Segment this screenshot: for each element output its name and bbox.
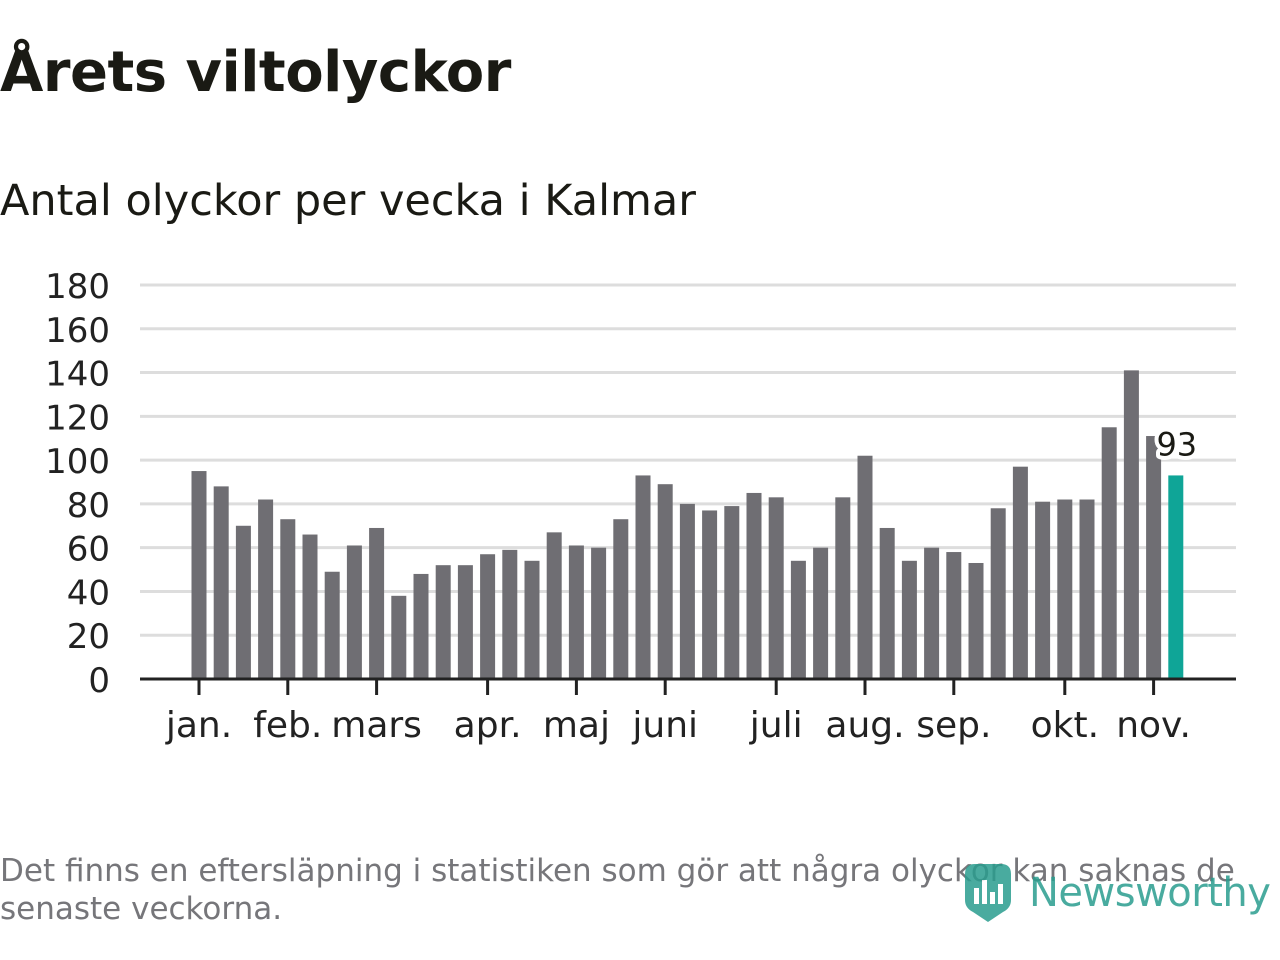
- y-tick-label: 40: [67, 573, 110, 613]
- bar: [568, 545, 584, 679]
- x-tick-label: sep.: [916, 705, 991, 746]
- bar: [968, 562, 984, 679]
- y-tick-label: 80: [67, 486, 110, 526]
- y-tick-label: 140: [45, 355, 110, 395]
- bars: [191, 370, 1184, 679]
- y-tick-label: 120: [45, 398, 110, 438]
- bar: [946, 552, 962, 679]
- bar: [768, 497, 784, 679]
- y-tick-label: 60: [67, 530, 110, 570]
- newsworthy-logo: Newsworthy: [963, 862, 1271, 924]
- bar: [1035, 501, 1051, 679]
- y-tick-label: 20: [67, 617, 110, 657]
- x-tick-label: nov.: [1116, 705, 1191, 746]
- x-tick-label: juni: [631, 705, 698, 746]
- x-tick-label: okt.: [1031, 705, 1099, 746]
- bar: [724, 506, 740, 679]
- bar: [258, 499, 274, 679]
- newsworthy-logo-icon: [965, 864, 1011, 922]
- bar: [1101, 427, 1117, 679]
- y-tick-label: 100: [45, 442, 110, 482]
- y-tick-label: 0: [88, 661, 110, 701]
- bar: [213, 486, 229, 679]
- bar: [524, 560, 540, 679]
- bar: [679, 503, 695, 679]
- x-tick-label: mars: [331, 705, 422, 746]
- bar: [480, 554, 496, 679]
- bar: [879, 527, 895, 679]
- y-tick-label: 160: [45, 311, 110, 351]
- bar: [1146, 436, 1162, 679]
- bar: [302, 534, 318, 679]
- bar: [280, 519, 296, 679]
- x-tick-label: juli: [749, 705, 803, 746]
- x-tick-label: aug.: [825, 705, 904, 746]
- bar: [857, 455, 873, 679]
- footnote: Det finns en eftersläpning i statistiken…: [0, 853, 1235, 927]
- bar: [924, 547, 940, 679]
- x-tick-label: maj: [543, 705, 610, 746]
- x-tick-label: apr.: [454, 705, 522, 746]
- bar: [613, 519, 629, 679]
- bar: [657, 484, 673, 679]
- bar: [1057, 499, 1073, 679]
- bar: [1123, 370, 1139, 679]
- bar-highlight: [1168, 475, 1184, 679]
- bar: [546, 532, 562, 679]
- chart-title: Årets viltolyckor: [0, 40, 511, 105]
- x-tick-label: feb.: [253, 705, 322, 746]
- bar: [369, 527, 385, 679]
- newsworthy-logo-text: Newsworthy: [1029, 870, 1271, 916]
- bar: [990, 508, 1006, 679]
- bar: [413, 573, 429, 679]
- bar: [635, 475, 651, 679]
- bar: [346, 545, 362, 679]
- bar: [702, 510, 718, 679]
- highlight-value-label-halo: 93: [1156, 425, 1197, 463]
- y-tick-label: 180: [45, 267, 110, 307]
- bar: [435, 565, 451, 679]
- axes: [140, 677, 1236, 695]
- bar: [1012, 466, 1028, 679]
- bar: [1079, 499, 1095, 679]
- bar: [457, 565, 473, 679]
- bar: [235, 525, 251, 679]
- x-tick-label: jan.: [165, 705, 232, 746]
- bar: [901, 560, 917, 679]
- chart-subtitle: Antal olyckor per vecka i Kalmar: [0, 176, 696, 226]
- bar: [835, 497, 851, 679]
- bar: [813, 547, 829, 679]
- bar: [191, 471, 207, 679]
- highlight-value-label: 93: [1156, 425, 1197, 463]
- bar: [502, 549, 518, 679]
- bar: [391, 595, 407, 679]
- gridlines: [140, 283, 1236, 637]
- bar: [324, 571, 340, 679]
- bar: [591, 547, 607, 679]
- bar: [790, 560, 806, 679]
- bar: [746, 492, 762, 679]
